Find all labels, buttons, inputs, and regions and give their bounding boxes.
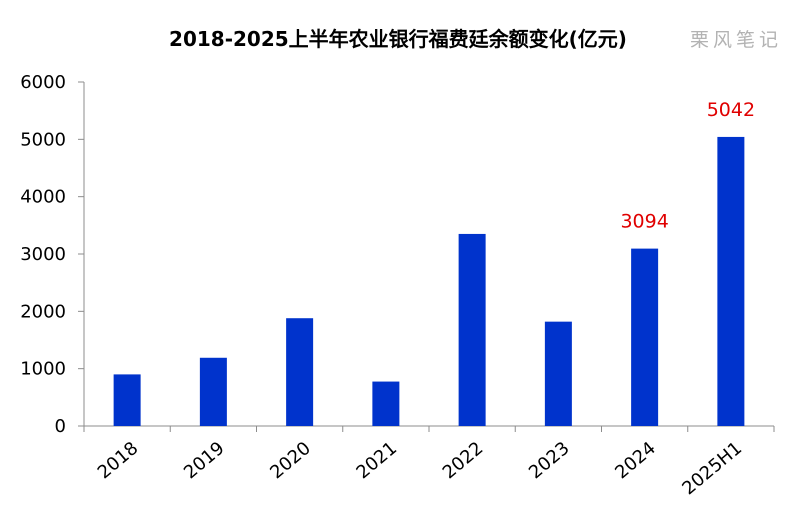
- data-labels: 3094 5042: [620, 99, 755, 233]
- x-tick-label: 2020: [266, 438, 315, 484]
- y-tick-label: 5000: [20, 129, 66, 150]
- data-label-2024: 3094: [620, 211, 668, 233]
- bar-2021: [372, 381, 400, 426]
- bar-2019: [199, 357, 227, 426]
- x-tick-label: 2022: [439, 438, 488, 484]
- x-tick-label: 2018: [94, 438, 143, 484]
- y-tick-label: 4000: [20, 187, 66, 208]
- bar-2022: [458, 233, 486, 426]
- x-tick-label: 2021: [352, 438, 401, 484]
- bar-2020: [286, 318, 314, 426]
- y-tick-label: 1000: [20, 359, 66, 380]
- y-tick-label: 2000: [20, 301, 66, 322]
- bar-2024: [631, 248, 659, 426]
- watermark: 栗风笔记: [690, 29, 782, 51]
- y-axis: 0 1000 2000 3000 4000 5000 6000: [20, 72, 85, 437]
- x-tick-label: 2025H1: [678, 438, 746, 500]
- bar-2025H1: [717, 136, 745, 426]
- bars: [113, 136, 745, 426]
- bar-2023: [544, 321, 572, 426]
- x-tick-label: 2023: [525, 438, 574, 484]
- y-tick-label: 0: [55, 416, 66, 437]
- x-tick-label: 2019: [180, 438, 229, 484]
- chart-title: 2018-2025上半年农业银行福费廷余额变化(亿元): [169, 27, 627, 51]
- y-tick-label: 3000: [20, 244, 66, 265]
- data-label-2025H1: 5042: [707, 99, 755, 121]
- x-tick-label: 2024: [611, 438, 660, 484]
- bar-2018: [113, 374, 141, 426]
- x-axis: 2018 2019 2020 2021 2022 2023 2024 2025H1: [83, 425, 775, 500]
- y-tick-label: 6000: [20, 72, 66, 93]
